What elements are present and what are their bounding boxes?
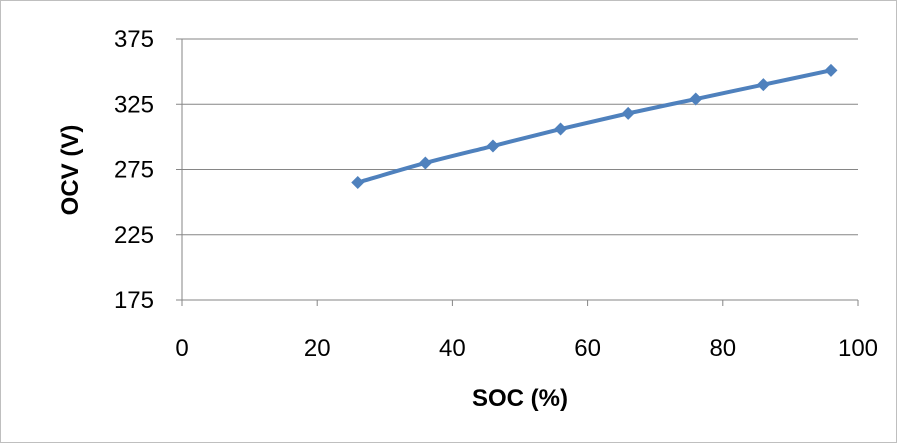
data-point-marker	[756, 78, 770, 92]
y-tick-label: 325	[114, 91, 154, 118]
x-tick-label: 40	[439, 335, 466, 362]
gridlines	[176, 38, 859, 306]
x-tick-label: 20	[304, 335, 331, 362]
data-point-marker	[351, 176, 365, 190]
data-point-marker	[486, 139, 500, 153]
data-point-marker	[689, 92, 703, 106]
y-tick-label: 275	[114, 157, 154, 184]
y-tick-label: 225	[114, 222, 154, 249]
x-tick-label: 60	[574, 335, 601, 362]
axes	[181, 39, 858, 301]
data-series	[351, 63, 838, 190]
x-axis-title: SOC (%)	[472, 385, 568, 412]
data-point-marker	[621, 106, 635, 120]
y-tick-label: 375	[114, 26, 154, 53]
y-tick-label: 175	[114, 287, 154, 314]
x-tick-label: 80	[709, 335, 736, 362]
data-point-marker	[824, 63, 838, 77]
data-point-marker	[418, 156, 432, 170]
x-tick-label: 100	[838, 335, 878, 362]
x-tick-label: 0	[175, 335, 188, 362]
x-tick-labels: 0 20 40 60 80 100	[175, 335, 878, 362]
y-tick-labels: 175 225 275 325 375	[114, 26, 154, 314]
data-point-marker	[554, 122, 568, 136]
series-line	[355, 68, 833, 185]
y-axis-title: OCV (V)	[57, 125, 84, 216]
